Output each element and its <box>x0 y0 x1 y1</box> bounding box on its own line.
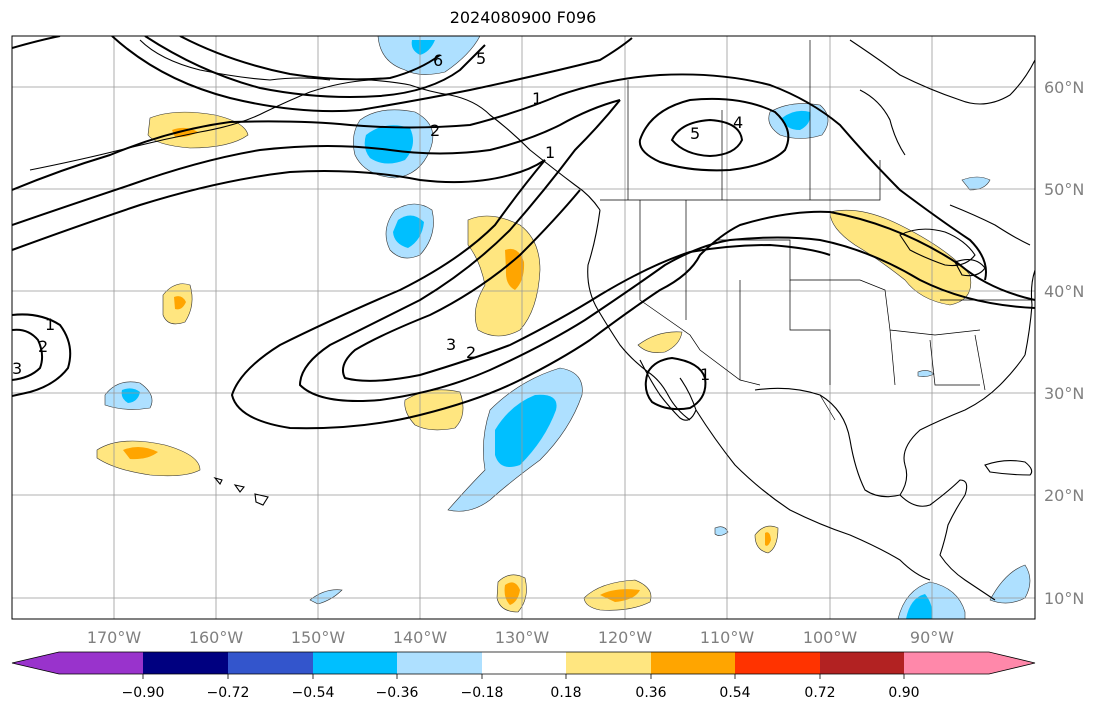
positive-anomaly-region <box>637 331 683 353</box>
contour-labels: 6 5 1 2 5 4 1 1 2 3 3 2 1 <box>12 49 743 384</box>
coastlines <box>29 39 1035 601</box>
contour-label: 1 <box>45 315 55 334</box>
colorbar-tick-label: 0.72 <box>804 685 835 701</box>
negative-anomaly-core <box>393 215 424 248</box>
colorbar-tick-label: 0.54 <box>719 685 750 701</box>
lon-label: 90°W <box>910 628 954 647</box>
positive-anomaly-core <box>600 589 640 602</box>
positive-anomaly-core <box>765 532 771 546</box>
colorbar-outline <box>11 651 1036 675</box>
colorbar-over-triangle <box>989 652 1035 674</box>
gridlines <box>12 36 1035 619</box>
contour-label: 5 <box>690 124 700 143</box>
contour-label: 1 <box>545 143 555 162</box>
colorbar-segment <box>143 652 229 674</box>
contour-label: 1 <box>532 89 542 108</box>
lat-label: 30°N <box>1044 384 1084 403</box>
colorbar-tick-label: −0.18 <box>461 685 504 701</box>
negative-anomaly-region <box>714 526 729 536</box>
positive-anomaly-core <box>505 248 525 290</box>
positive-anomaly-core <box>172 127 198 138</box>
contour-label: 5 <box>476 49 486 68</box>
colorbar-segment <box>313 652 398 674</box>
colorbar-under-triangle <box>12 652 59 674</box>
lon-label: 160°W <box>189 628 244 647</box>
colorbar-tick-label: −0.36 <box>376 685 419 701</box>
shaded-anomalies <box>96 36 1031 619</box>
positive-anomaly-region <box>147 111 249 149</box>
negative-anomaly-core <box>495 394 557 468</box>
positive-anomaly-core <box>174 296 186 310</box>
lon-label: 110°W <box>700 628 755 647</box>
colorbar-tick-label: 0.90 <box>888 685 919 701</box>
colorbar-segment <box>228 652 314 674</box>
positive-anomaly-core <box>504 582 520 605</box>
contour-lines <box>12 36 1035 430</box>
lon-label: 140°W <box>393 628 448 647</box>
map-title: 2024080900 F096 <box>449 8 597 27</box>
lat-label: 40°N <box>1044 282 1084 301</box>
colorbar-segment <box>397 652 483 674</box>
contour-label: 3 <box>446 335 456 354</box>
lat-label: 50°N <box>1044 180 1084 199</box>
colorbar-segment <box>904 652 989 674</box>
colorbar-ticks <box>142 674 905 679</box>
contour-label: 3 <box>12 359 22 378</box>
lat-label: 10°N <box>1044 589 1084 608</box>
positive-anomaly-core <box>123 446 158 460</box>
contour-label: 1 <box>700 365 710 384</box>
contour-label: 6 <box>433 51 443 70</box>
colorbar-segment <box>566 652 652 674</box>
political-borders <box>600 40 1035 421</box>
lon-label: 100°W <box>803 628 858 647</box>
colorbar-tick-label: 0.36 <box>635 685 666 701</box>
colorbar-segment <box>59 652 144 674</box>
negative-anomaly-core <box>411 40 435 55</box>
map-frame <box>11 35 1036 620</box>
colorbar-segment <box>820 652 905 674</box>
contour-label: 4 <box>733 113 743 132</box>
negative-anomaly-core <box>782 110 811 130</box>
negative-anomaly-core <box>906 594 933 619</box>
negative-anomaly-region <box>989 564 1031 604</box>
lon-label: 170°W <box>87 628 142 647</box>
negative-anomaly-core <box>121 388 140 403</box>
latitude-labels: 60°N 50°N 40°N 30°N 20°N 10°N <box>1044 78 1084 608</box>
colorbar-tick-label: −0.54 <box>292 685 335 701</box>
negative-anomaly-region <box>961 176 991 191</box>
colorbar-segment <box>735 652 821 674</box>
lat-label: 20°N <box>1044 486 1084 505</box>
contour-label: 2 <box>38 337 48 356</box>
colorbar: −0.90 −0.72 −0.54 −0.36 −0.18 0.18 0.36 … <box>11 651 1036 701</box>
colorbar-segment <box>482 652 567 674</box>
longitude-labels: 170°W 160°W 150°W 140°W 130°W 120°W 110°… <box>87 628 954 647</box>
contour-label: 2 <box>466 343 476 362</box>
positive-anomaly-region <box>96 440 201 477</box>
negative-anomaly-region <box>377 36 481 75</box>
colorbar-segment <box>651 652 736 674</box>
lon-label: 130°W <box>495 628 550 647</box>
colorbar-tick-label: −0.90 <box>122 685 165 701</box>
lat-label: 60°N <box>1044 78 1084 97</box>
lon-label: 120°W <box>598 628 653 647</box>
colorbar-tick-label: −0.72 <box>207 685 250 701</box>
lon-label: 150°W <box>291 628 346 647</box>
contour-label: 2 <box>430 121 440 140</box>
positive-anomaly-region <box>829 209 972 306</box>
colorbar-tick-label: 0.18 <box>550 685 581 701</box>
negative-anomaly-core <box>364 125 414 164</box>
